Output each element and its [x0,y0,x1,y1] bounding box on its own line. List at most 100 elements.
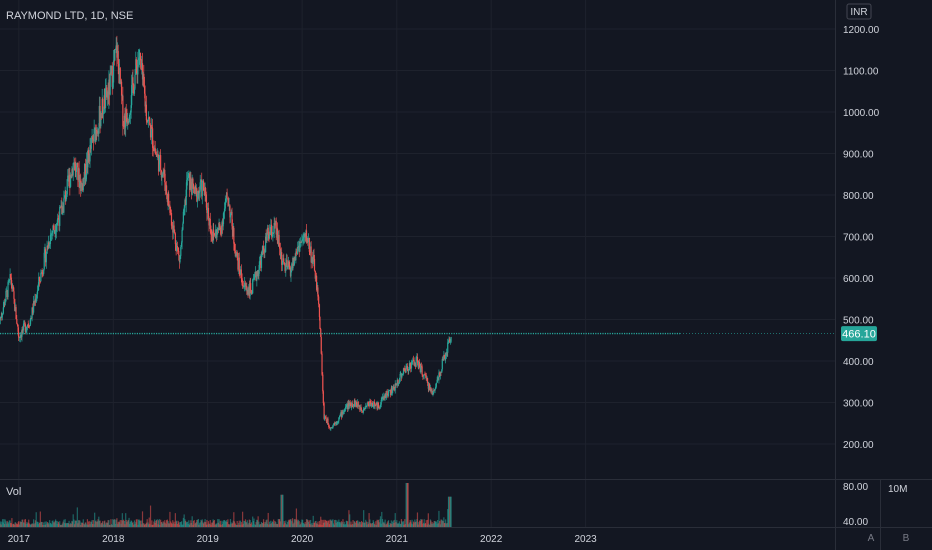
volume-bar [63,523,66,527]
volume-bar [276,524,279,527]
volume-bar [139,520,142,527]
candle-body [33,301,35,305]
candle-body [190,177,192,189]
price-tick-label: 600.00 [843,274,874,285]
volume-bar [46,522,49,527]
volume-bar [348,510,350,527]
candle-body [397,379,399,384]
candle-body [162,173,164,175]
volume-bar [393,523,395,527]
candle-body [183,207,185,212]
candle-body [310,246,312,263]
volume-bar [181,524,183,527]
candle-body [264,252,266,253]
volume-bar [33,524,35,527]
candle-body [96,129,98,134]
candle-body [343,410,345,413]
volume-bar [266,523,269,527]
volume-bar [1,521,3,527]
volume-bar [441,520,443,527]
volume-bar [366,524,368,527]
candle-body [93,129,95,142]
volume-bar [62,521,64,527]
volume-bar [10,522,12,527]
volume-bar [39,511,41,527]
candle-body [286,259,288,267]
volume-bar [117,522,119,527]
candle-body [97,131,99,135]
candle-body [135,59,137,75]
currency-badge[interactable]: INR [846,3,872,20]
candle-body [4,300,6,306]
brand-button[interactable]: B [903,533,910,544]
candle-body [258,261,261,270]
candle-body [420,365,422,373]
candle-body [45,253,47,263]
candle-body [248,286,250,297]
candle-body [356,404,358,407]
volume-bar [402,521,405,527]
time-axis[interactable]: 2017 2018 2019 2020 2021 2022 2023 [8,534,597,545]
volume-bar [371,523,373,527]
volume-bar [434,521,437,527]
volume-bar [445,519,447,527]
candle-body [210,228,212,236]
candle-body [220,229,222,234]
volume-bar [80,522,82,527]
volume-bar [90,521,92,527]
volume-bar [198,524,200,527]
volume-bar [3,519,5,527]
candle-body [155,153,158,157]
volume-bar [157,520,160,527]
volume-bar [322,522,324,527]
candle-body [10,274,12,278]
candle-body [304,233,306,238]
volume-bar [307,521,310,527]
volume-bar [208,523,210,527]
candle-body [303,233,306,238]
volume-bar [324,519,326,527]
volume-bar [293,519,295,527]
volume-bar [258,521,260,527]
candle-body [399,374,401,382]
volume-bar [149,523,151,527]
volume-bar [352,520,354,527]
candle-body [276,228,279,244]
volume-bar [414,522,416,527]
candle-body [233,227,235,244]
volume-bar [301,519,303,527]
volume-bar [401,521,403,527]
candle-body [77,162,79,181]
candle-body [139,52,141,58]
candle-body [283,262,285,265]
candle-body [127,121,129,123]
volume-bar [310,524,312,527]
volume-bar [108,520,110,527]
volume-bar [45,521,47,527]
volume-bar [385,524,387,527]
candle-body [168,193,170,206]
candle-body [39,281,41,282]
candle-body [57,218,60,220]
candle-body [373,401,376,407]
volume-bar [207,524,209,527]
volume-bar [243,520,245,527]
candle-body [116,45,118,58]
price-axis[interactable]: 1200.00 1100.00 1000.00 900.00 800.00 700.00 6… [843,25,880,451]
volume-tick-40: 40.00 [843,517,868,528]
candle-body [447,342,449,353]
candle-body [347,402,349,410]
candle-body [156,154,158,157]
candle-body [100,116,102,118]
volume-bar [318,524,320,527]
auto-scale-button[interactable]: A [868,533,875,544]
candle-body [447,340,450,343]
symbol-title[interactable]: RAYMOND LTD, 1D, NSE [6,10,133,22]
candle-body [381,399,383,400]
volume-bar [186,521,188,527]
candle-body [253,277,255,279]
volume-bar [356,520,358,527]
volume-bar [190,520,192,527]
candle-body [196,188,198,202]
